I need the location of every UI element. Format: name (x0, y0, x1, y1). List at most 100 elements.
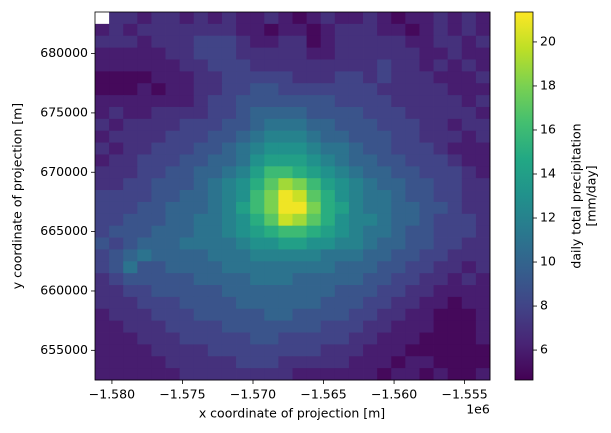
heatmap-cell (151, 273, 166, 286)
colorbar-tick-label: 10 (540, 254, 556, 269)
heatmap-cell (475, 178, 491, 191)
heatmap-cell (95, 95, 110, 108)
heatmap-cell (391, 47, 406, 60)
heatmap-cell (320, 332, 336, 345)
heatmap-cell (137, 190, 152, 203)
heatmap-cell (221, 130, 237, 143)
heatmap-cell (292, 285, 308, 298)
heatmap-cell (363, 154, 378, 167)
heatmap-cell (179, 285, 195, 298)
heatmap-cell (461, 83, 477, 96)
heatmap-cell (95, 332, 110, 345)
heatmap-cell (165, 178, 181, 191)
heatmap-cell (433, 261, 449, 274)
heatmap-cell (221, 106, 237, 120)
heatmap-cell (123, 190, 138, 203)
heatmap-cell (95, 368, 110, 381)
heatmap-cell (475, 154, 491, 167)
heatmap-cell (433, 59, 449, 72)
heatmap-cell (250, 225, 265, 238)
heatmap-cell (137, 166, 152, 179)
heatmap-cell (236, 356, 251, 369)
heatmap-cell (236, 142, 251, 155)
heatmap-cell (405, 12, 420, 25)
heatmap-cell (278, 23, 293, 37)
heatmap-cell (334, 142, 350, 155)
heatmap-cell (151, 213, 166, 227)
heatmap-cell (405, 154, 420, 167)
heatmap-cell (137, 118, 152, 132)
colorbar-tick-label: 6 (540, 342, 548, 357)
heatmap-cell (334, 261, 350, 274)
heatmap-cell (320, 59, 336, 72)
heatmap-cell (419, 12, 434, 25)
heatmap-cell (461, 237, 477, 250)
heatmap-cell (123, 130, 138, 143)
heatmap-cell (165, 213, 181, 227)
heatmap-cell (377, 249, 392, 262)
heatmap-cell (447, 154, 463, 167)
heatmap-cell (236, 83, 251, 96)
heatmap-cell (207, 296, 223, 310)
heatmap-cell (165, 225, 181, 238)
heatmap-cell (348, 237, 364, 250)
heatmap-cell (123, 249, 138, 262)
heatmap-cell (278, 225, 293, 238)
heatmap-cell (250, 296, 265, 310)
heatmap-cell (405, 225, 420, 238)
heatmap-cell (179, 23, 195, 37)
heatmap-cell (334, 178, 350, 191)
heatmap-cell (207, 368, 223, 381)
heatmap-cell (334, 59, 350, 72)
heatmap-cell (391, 261, 406, 274)
heatmap-cell (292, 344, 308, 357)
heatmap-cell (348, 356, 364, 369)
heatmap-cell (419, 213, 434, 227)
heatmap-cell (447, 308, 463, 322)
heatmap-cell (461, 178, 477, 191)
heatmap-cell (207, 356, 223, 369)
heatmap-cell (278, 178, 293, 191)
heatmap-cell (334, 83, 350, 96)
heatmap-cell (137, 237, 152, 250)
heatmap-cell (123, 273, 138, 286)
heatmap-cell (278, 166, 293, 179)
heatmap-cell (334, 213, 350, 227)
heatmap-cell (137, 83, 152, 96)
heatmap-cell (419, 154, 434, 167)
heatmap-cell (461, 130, 477, 143)
heatmap-cell (250, 130, 265, 143)
heatmap-cell (109, 285, 124, 298)
heatmap-cell (207, 285, 223, 298)
heatmap-cell (292, 273, 308, 286)
heatmap-cell (179, 106, 195, 120)
heatmap-cell (348, 201, 364, 215)
heatmap-cell (109, 154, 124, 167)
heatmap-cell (151, 106, 166, 120)
heatmap-cell (475, 71, 491, 84)
heatmap-cell (419, 296, 434, 310)
heatmap-cell (165, 237, 181, 250)
heatmap-cell (363, 368, 378, 381)
heatmap-cell (165, 12, 181, 25)
heatmap-cell (320, 368, 336, 381)
heatmap-cell (221, 95, 237, 108)
heatmap-cell (320, 47, 336, 60)
heatmap-cell (207, 95, 223, 108)
heatmap-cell (377, 95, 392, 108)
heatmap-cell (292, 71, 308, 84)
colorbar-tick-label: 14 (540, 165, 556, 180)
heatmap-cell (292, 83, 308, 96)
heatmap-cell (447, 356, 463, 369)
heatmap-cell (278, 83, 293, 96)
heatmap-cell (363, 213, 378, 227)
heatmap-cell (433, 285, 449, 298)
heatmap-cell (348, 296, 364, 310)
heatmap-cell (377, 225, 392, 238)
heatmap-cell (433, 201, 449, 215)
heatmap-cell (419, 59, 434, 72)
heatmap-cell (193, 273, 209, 286)
heatmap-cell (447, 273, 463, 286)
heatmap-cell (123, 59, 138, 72)
heatmap-cell (391, 201, 406, 215)
